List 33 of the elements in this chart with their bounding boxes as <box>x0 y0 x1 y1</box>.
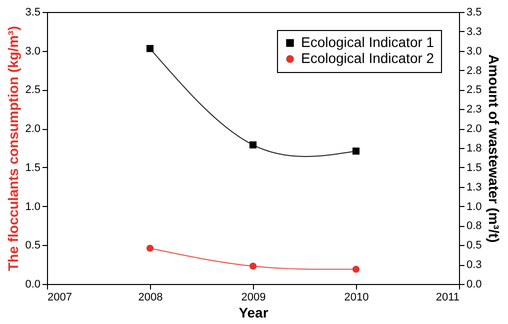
y2-tick-label: 3.3 <box>466 26 482 38</box>
y-tick-label: 2.5 <box>25 84 40 96</box>
y2-tick-label: 3.5 <box>466 6 482 18</box>
y-axis-title: The flocculants consumption (kg/m³) <box>5 26 22 272</box>
y2-tick-label: 1.0 <box>466 200 482 213</box>
y2-tick-label: 3.0 <box>466 45 482 58</box>
x-tick-label: 2009 <box>241 292 266 304</box>
y2-tick-label: 0.0 <box>466 278 482 290</box>
y-tick-label: 1.0 <box>25 200 40 213</box>
y-tick-label: 0.5 <box>25 240 40 252</box>
y2-tick-label: 1.5 <box>466 162 482 174</box>
y-tick-label: 3.0 <box>25 45 40 58</box>
x-tick-label: 2010 <box>344 292 369 304</box>
y-tick-label: 2.0 <box>25 123 40 136</box>
y2-tick-label: 1.8 <box>466 142 482 154</box>
x-axis-title: Year <box>238 304 269 320</box>
y2-tick-label: 2.0 <box>466 123 482 136</box>
y2-axis-title: Amount of wastewater (m³/t) <box>486 54 502 243</box>
x-tick-label: 2007 <box>48 292 72 304</box>
y2-tick-label: 0.5 <box>466 240 482 252</box>
legend-label: Ecological Indicator 2 <box>301 50 434 66</box>
y2-tick-label: 1.3 <box>466 181 482 194</box>
x-tick-label: 2011 <box>436 292 460 304</box>
y-tick-label: 3.5 <box>25 6 40 18</box>
y2-tick-label: 2.5 <box>466 84 482 96</box>
y2-tick-label: 0.3 <box>466 259 482 272</box>
y2-tick-label: 0.8 <box>466 220 482 232</box>
y-tick-label: 1.5 <box>25 162 40 174</box>
y-tick-label: 0.0 <box>25 278 40 290</box>
y2-tick-label: 2.3 <box>466 104 482 116</box>
x-tick-label: 2008 <box>138 292 163 304</box>
y2-tick-label: 2.8 <box>466 64 482 77</box>
legend-label: Ecological Indicator 1 <box>301 34 434 50</box>
